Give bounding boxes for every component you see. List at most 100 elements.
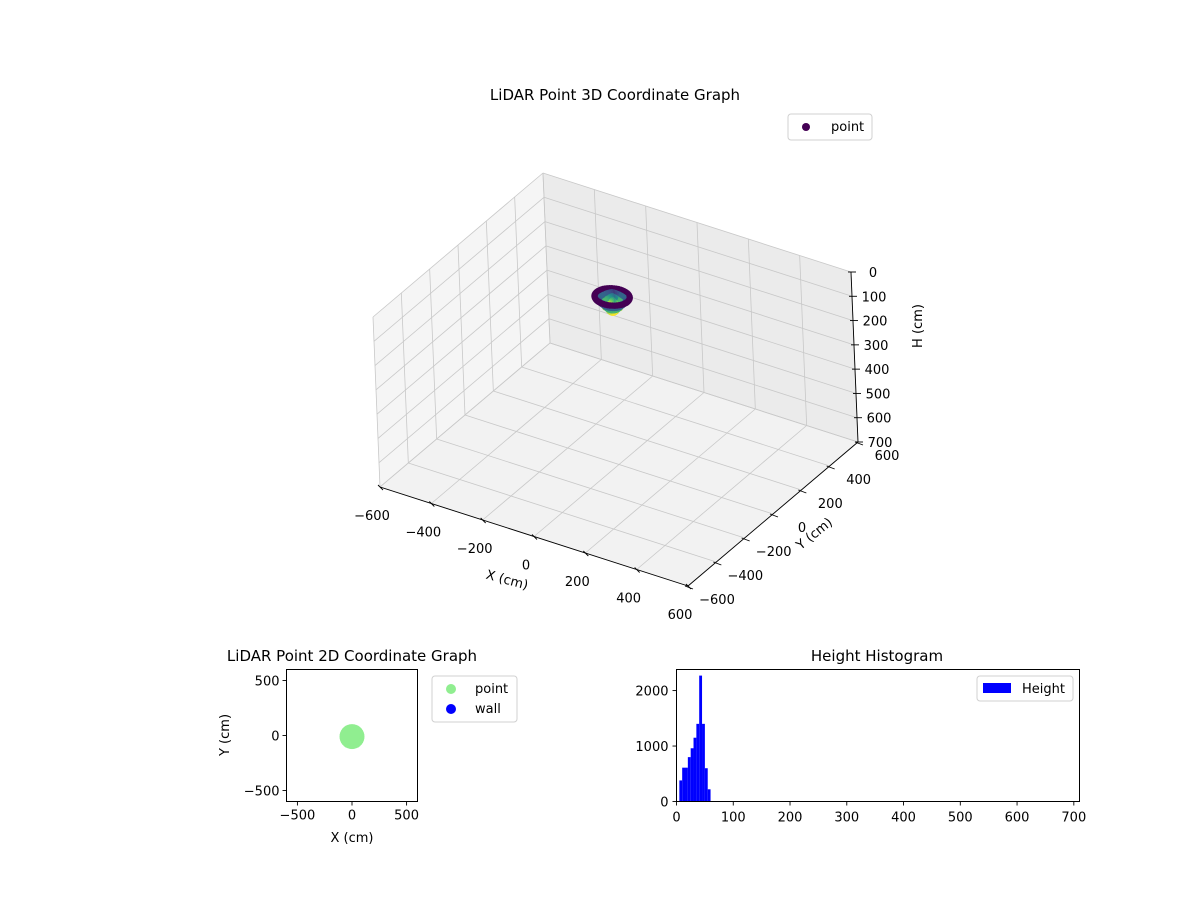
histogram-bar [704,768,708,802]
chart-2d-points [339,724,365,750]
chart-3d-h-tick-label: 500 [866,387,891,402]
chart-3d-gridline-h-left [373,196,545,342]
histogram-y-tick-label: 0 [660,796,668,811]
chart-3d-gridline-h-left [377,294,549,439]
chart-3d-gridline-h-left [376,269,548,415]
chart-3d-gridline-y [436,438,745,539]
chart-3d-gridline-h-back [542,172,852,273]
chart-3d-x-tick-label: 400 [616,592,641,607]
chart-2d-legend-label-point: point [475,682,508,697]
histogram-x-tick-label: 700 [1061,811,1086,826]
chart-3d-y-tick-label: −600 [699,593,735,608]
chart-3d-gridline-y-left [485,220,494,392]
chart-3d-gridline-y-left [457,244,466,416]
chart-3d-y-tick [826,465,835,470]
chart-3d-y-tick [713,561,722,566]
chart-3d-h-tick-label: 300 [864,339,889,354]
chart-2d-y-tick-label: 500 [255,675,280,690]
chart-3d-h-tick-label: 100 [862,290,887,305]
histogram-x-tick-label: 600 [1005,811,1030,826]
chart-3d: LiDAR Point 3D Coordinate Graph −600 −400… [354,86,926,623]
histogram-x-tick-label: 500 [948,811,973,826]
chart-3d-points [591,285,633,316]
histogram-x-tick-label: 100 [721,811,746,826]
chart-3d-legend: point [787,113,873,141]
histogram-title: Height Histogram [811,647,943,665]
chart-3d-x-tick-label: 600 [668,608,693,623]
chart-3d-legend-marker [802,123,810,131]
histogram-bar [696,723,700,802]
chart-3d-x-tick-label: −600 [354,509,390,524]
histogram-x-tick-label: 400 [891,811,916,826]
chart-3d-gridline-h-back [547,294,857,394]
histogram-x-tick-label: 300 [834,811,859,826]
chart-3d-gridline-h-back [543,196,853,297]
chart-3d-gridline-h-left [379,342,551,488]
chart-3d-gridline-y-left [400,292,409,464]
chart-3d-x-tick [377,484,384,491]
chart-3d-h-tick-label: 200 [863,315,888,330]
chart-3d-legend-box [787,113,873,141]
chart-3d-h-tick-label: 700 [868,436,893,451]
histogram-bar [679,780,683,802]
chart-3d-h-tick-label: 0 [869,266,877,281]
chart-3d-x-tick-label: 0 [522,559,530,574]
histogram-bar [682,767,686,802]
chart-3d-x-tick [531,534,538,540]
chart-3d-y-tick [741,537,750,542]
chart-2d-x-tick-label: 500 [394,809,419,824]
chart-3d-x-tick-label: −400 [405,526,441,541]
chart-2d-x-tick-label: 0 [348,809,356,824]
chart-3d-h-tick-label: 600 [867,412,892,427]
chart-3d-gridline-x-back [696,222,705,393]
chart-3d-gridline-y [493,390,802,491]
chart-2d-xlabel: X (cm) [331,831,374,846]
chart-3d-gridline-x-back [593,189,602,360]
chart-3d-x-tick-label: −200 [457,542,493,557]
chart-3d-y-axis [687,441,859,587]
chart-2d-point [359,732,365,738]
chart-3d-gridline-y-left [514,196,523,368]
histogram-legend-marker [983,683,1011,693]
chart-3d-gridline-y [521,366,830,467]
histogram-bar [685,767,688,802]
chart-3d-y-tick-label: 0 [798,521,806,536]
chart-3d-h-tick-label: 400 [865,363,890,378]
chart-2d-ylabel: Y (cm) [218,714,233,757]
chart-3d-x-tick-label: 200 [565,575,590,590]
chart-3d-y-tick-label: 200 [818,497,843,512]
histogram-bar [707,789,711,802]
chart-2d-title: LiDAR Point 2D Coordinate Graph [227,647,477,665]
chart-3d-y-tick-label: −400 [727,569,763,584]
histogram-x-tick-label: 200 [778,811,803,826]
chart-3d-gridline-h-left [374,221,546,366]
chart-2d-legend-label-wall: wall [475,702,501,717]
histogram-plot-area [676,669,1080,802]
chart-3d-legend-label: point [831,120,864,135]
histogram-bar [702,723,705,802]
chart-3d-y-tick [798,489,807,494]
chart-3d-y-tick-label: 600 [875,449,900,464]
histogram-legend-label: Height [1022,682,1065,697]
chart-3d-gridline-y-left [429,268,438,440]
chart-3d-y-tick [684,585,694,590]
chart-3d-y-tick [854,441,864,446]
chart-2d-y-tick-label: 0 [271,730,279,745]
chart-2d: LiDAR Point 2D Coordinate Graph −500 0 500… [218,647,518,846]
histogram-legend: Height [976,675,1074,702]
chart-3d-grid [372,172,859,587]
chart-3d-y-tick [769,513,779,518]
chart-2d-x-tick-label: −500 [280,809,316,824]
chart-3d-gridline-h-left [375,245,547,391]
histogram-y-tick-label: 2000 [635,685,668,700]
chart-2d-legend: point wall [431,675,518,723]
histogram-bars [679,675,711,802]
chart-3d-axes: −600 −400 −200 0 200 400 600 −600 −400 −200 0 200 40… [354,266,899,623]
chart-3d-y-tick-label: −200 [756,545,792,560]
chart-3d-gridline-x-back [799,255,808,426]
chart-3d-gridline-y [464,414,774,515]
chart-2d-y-tick-label: −500 [244,785,280,800]
chart-3d-gridline-h-left [372,172,544,318]
histogram-bar [693,737,697,802]
